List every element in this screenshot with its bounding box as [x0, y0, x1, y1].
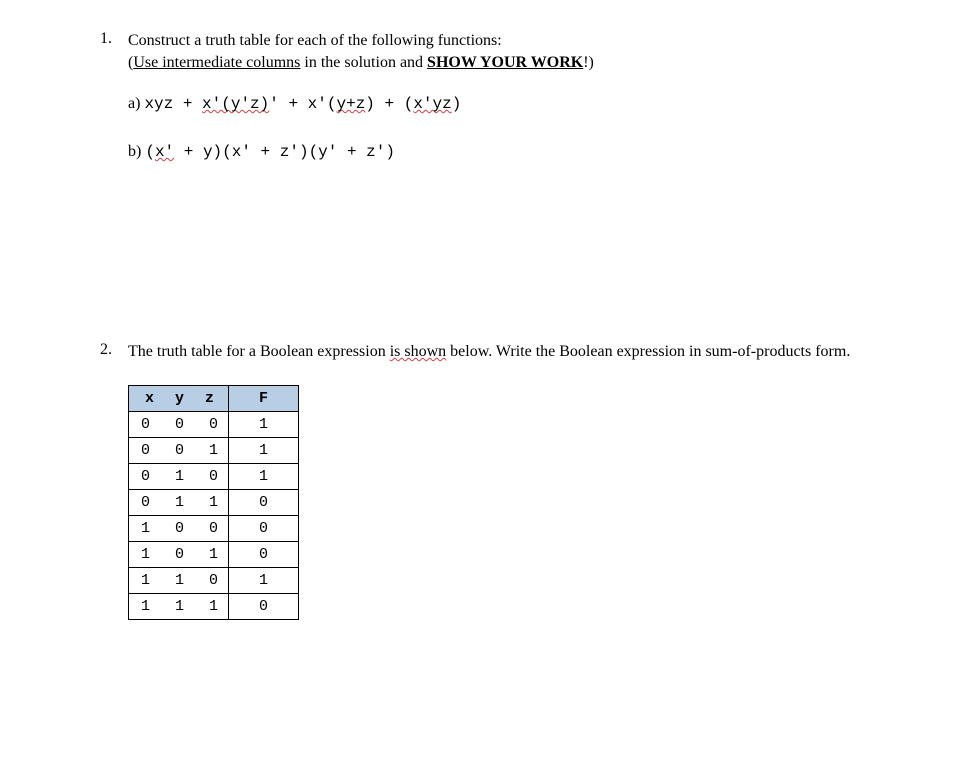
q1b-label: b) [128, 143, 145, 160]
q1-instruction: Construct a truth table for each of the … [128, 30, 876, 75]
q1-instr2-underlined: Use intermediate columns [133, 54, 300, 71]
q1-body: Construct a truth table for each of the … [128, 30, 876, 75]
q1-header: 1. Construct a truth table for each of t… [100, 30, 876, 75]
q1-instr-line1: Construct a truth table for each of the … [128, 32, 502, 49]
cell-f: 1 [229, 412, 299, 438]
question-1: 1. Construct a truth table for each of t… [100, 30, 876, 161]
q1-number: 1. [100, 30, 128, 48]
q1-instr2-mid: in the solution and [300, 54, 427, 71]
q2-header: 2. The truth table for a Boolean express… [100, 341, 876, 363]
th-xyz: x y z [129, 386, 229, 412]
cell-xyz: 0 1 1 [129, 490, 229, 516]
q1b-t1: ( [145, 143, 155, 161]
cell-f: 0 [229, 542, 299, 568]
q1-part-a: a) xyz + x'(y'z)' + x'(y+z) + (x'yz) [128, 95, 876, 113]
cell-xyz: 1 0 1 [129, 542, 229, 568]
q1-subparts: a) xyz + x'(y'z)' + x'(y+z) + (x'yz) b) … [128, 95, 876, 161]
q1a-label: a) [128, 95, 144, 112]
cell-xyz: 0 0 0 [129, 412, 229, 438]
q1a-w3: x'yz [413, 95, 451, 113]
cell-xyz: 1 1 1 [129, 594, 229, 620]
q1a-w2: y+z [336, 95, 365, 113]
cell-f: 0 [229, 594, 299, 620]
q1a-t3: ) + ( [365, 95, 413, 113]
q1-instr2-bold: SHOW YOUR WORK [427, 54, 583, 71]
truth-table-header-row: x y z F [129, 386, 299, 412]
cell-f: 1 [229, 438, 299, 464]
q1b-t2: + y)(x' + z')(y' + z') [174, 143, 395, 161]
question-2: 2. The truth table for a Boolean express… [100, 341, 876, 620]
table-row: 0 1 10 [129, 490, 299, 516]
q1-part-b: b) (x' + y)(x' + z')(y' + z') [128, 143, 876, 161]
table-row: 1 0 10 [129, 542, 299, 568]
q1b-w1: x' [155, 143, 174, 161]
cell-f: 1 [229, 568, 299, 594]
q1a-t4: ) [452, 95, 462, 113]
q1a-t1: xyz + [144, 95, 202, 113]
cell-xyz: 0 0 1 [129, 438, 229, 464]
table-row: 0 0 01 [129, 412, 299, 438]
cell-xyz: 1 1 0 [129, 568, 229, 594]
table-row: 1 1 10 [129, 594, 299, 620]
table-row: 1 0 00 [129, 516, 299, 542]
cell-f: 0 [229, 490, 299, 516]
q2-instruction: The truth table for a Boolean expression… [128, 341, 876, 363]
cell-xyz: 1 0 0 [129, 516, 229, 542]
q1a-t2: ' + x'( [269, 95, 336, 113]
cell-f: 1 [229, 464, 299, 490]
q2-number: 2. [100, 341, 128, 359]
truth-table: x y z F 0 0 010 0 110 1 010 1 101 0 001 … [128, 385, 299, 620]
q2-instr-post: below. Write the Boolean expression in s… [446, 343, 850, 360]
table-row: 0 1 01 [129, 464, 299, 490]
q2-instr-pre: The truth table for a Boolean expression [128, 343, 390, 360]
q2-instr-wavy: is shown [390, 343, 446, 360]
q1a-w1: x'(y'z) [202, 95, 269, 113]
th-f: F [229, 386, 299, 412]
truth-table-body: 0 0 010 0 110 1 010 1 101 0 001 0 101 1 … [129, 412, 299, 620]
cell-f: 0 [229, 516, 299, 542]
table-row: 1 1 01 [129, 568, 299, 594]
q1-instr2-post: !) [583, 54, 594, 71]
q2-table-wrapper: x y z F 0 0 010 0 110 1 010 1 101 0 001 … [128, 385, 876, 620]
cell-xyz: 0 1 0 [129, 464, 229, 490]
table-row: 0 0 11 [129, 438, 299, 464]
